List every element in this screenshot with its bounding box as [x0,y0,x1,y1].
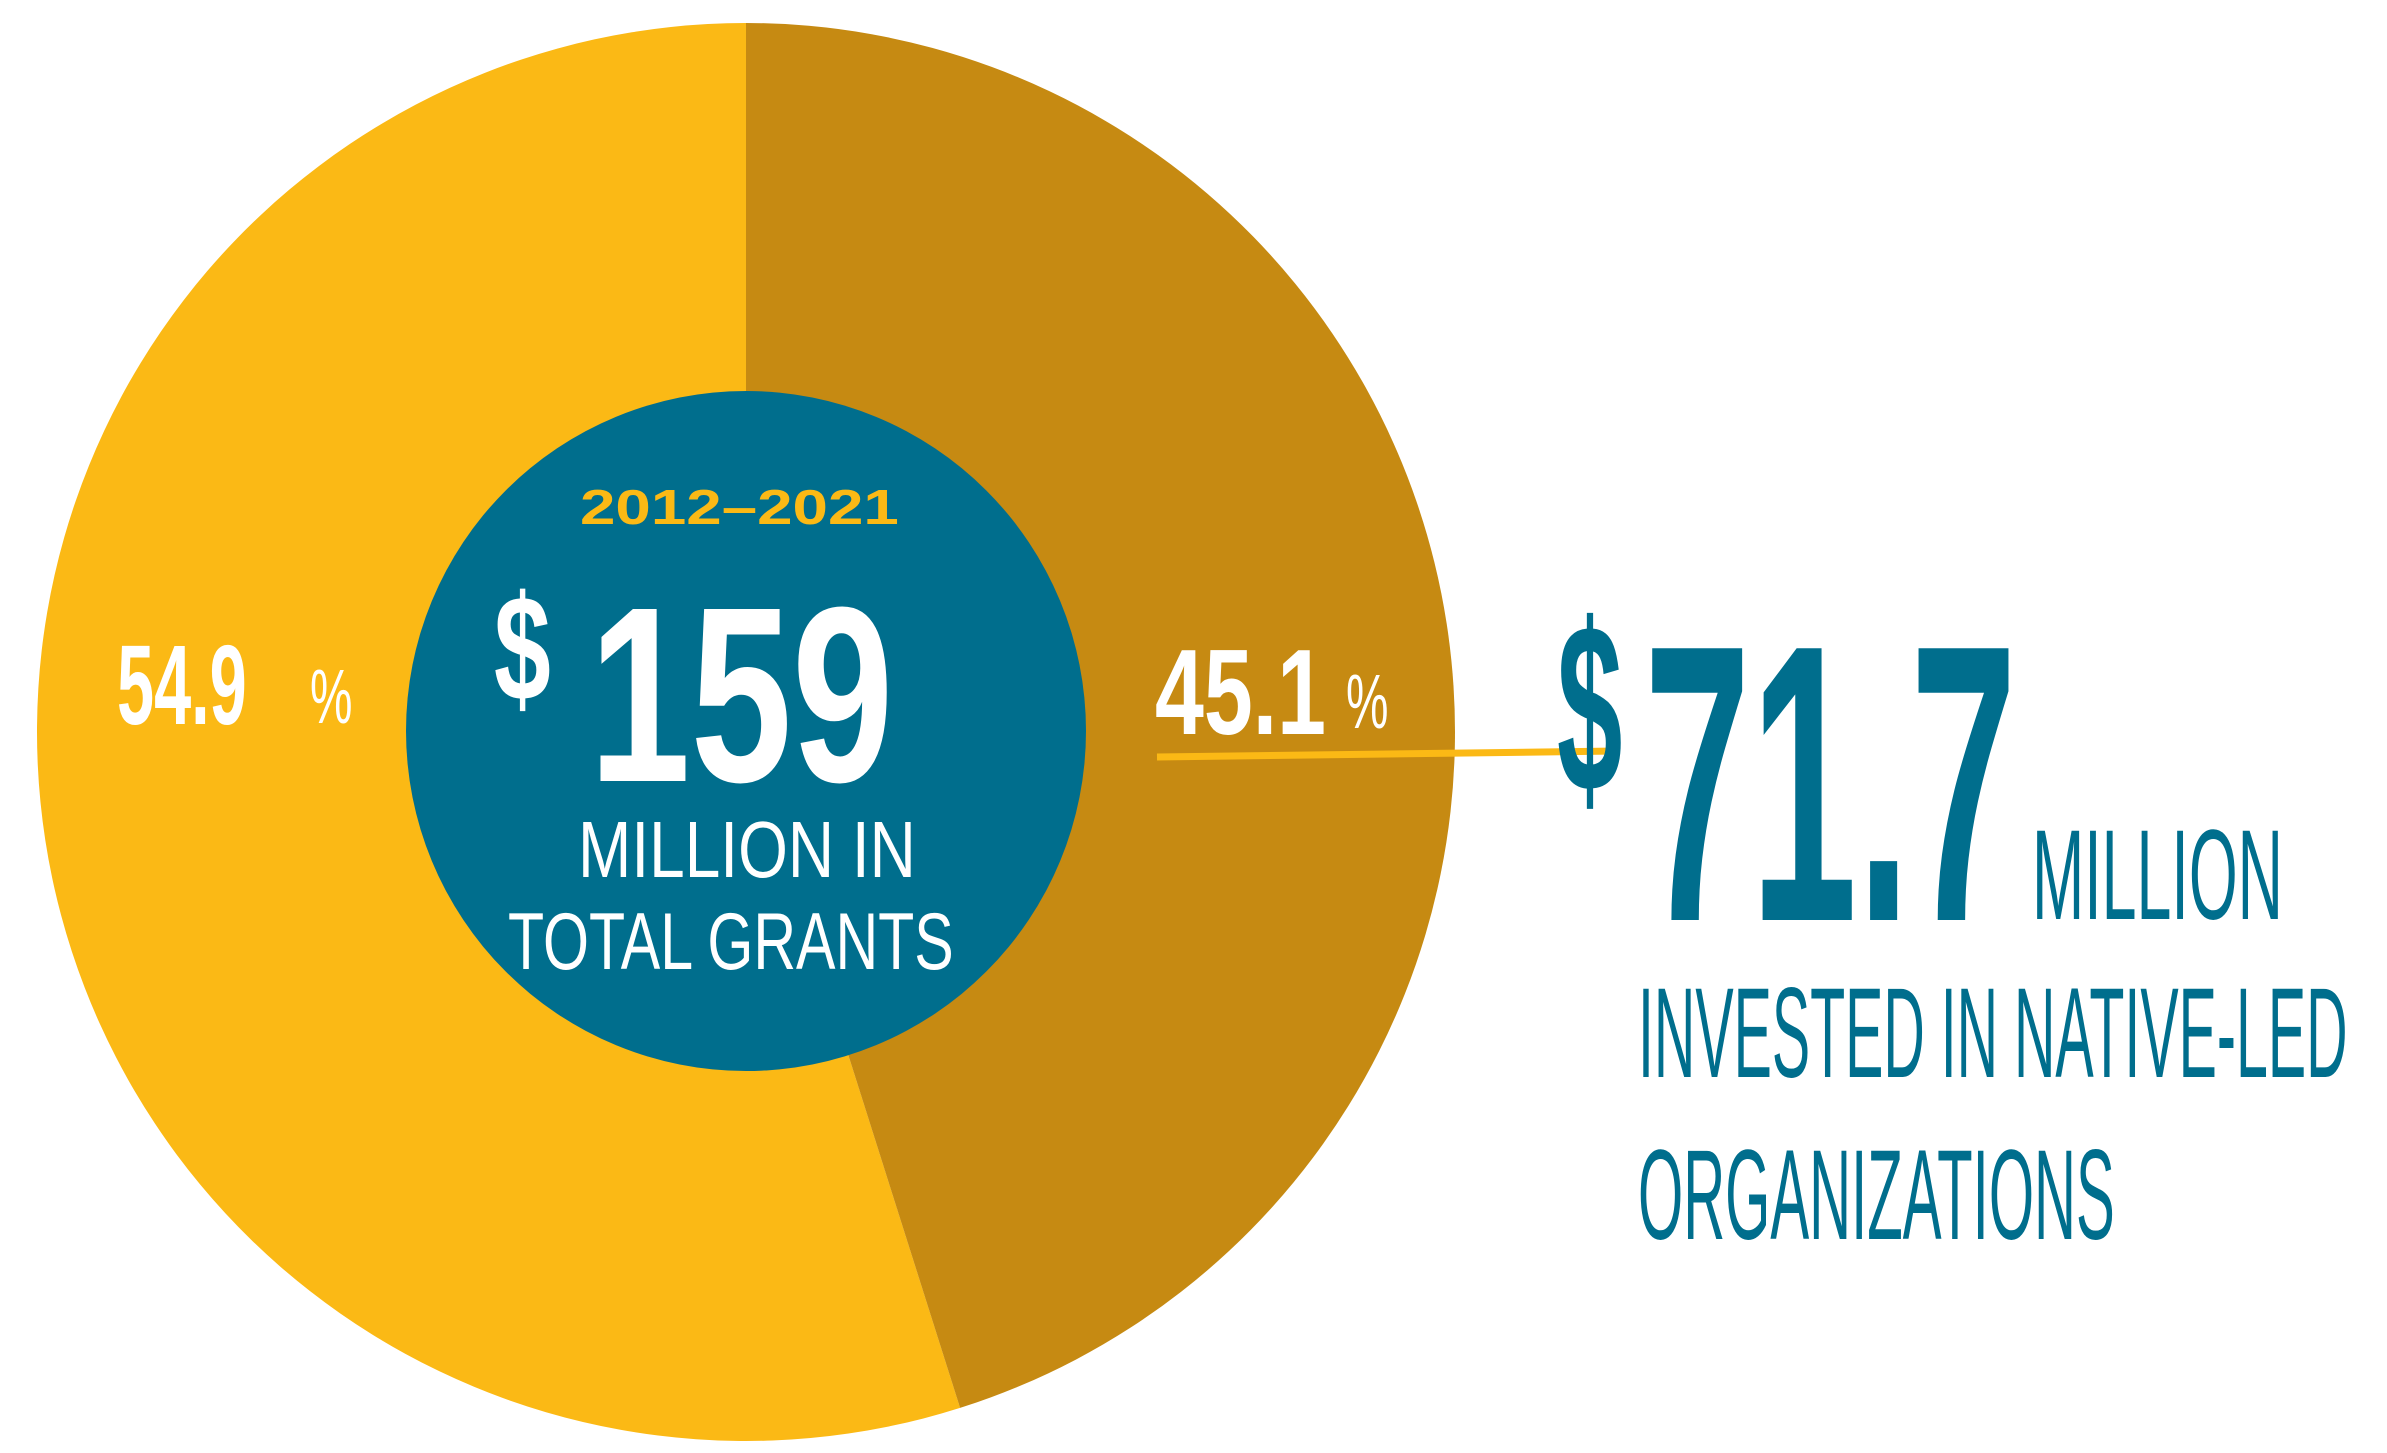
callout-line2: ORGANIZATIONS [1638,1124,2115,1267]
slice-native-led [746,23,1455,1408]
slice-label-other-pct: % [310,654,353,740]
slice-label-native-pct: % [1346,659,1389,745]
total-label-line1: MILLION IN [578,805,916,894]
callout-leader-line [1156,747,1618,761]
total-amount: 159 [589,555,894,834]
total-dollar-sign: $ [494,564,551,732]
slice-label-native-value: 45.1 [1155,624,1326,760]
slice-label-other-value: 54.9 [117,622,247,748]
callout-amount: 71.7 [1644,562,2017,1004]
total-label-line2: TOTAL GRANTS [508,897,954,987]
callout-line1: INVESTED IN NATIVE-LED [1638,962,2348,1105]
center-hole [406,391,1086,1071]
period-label: 2012–2021 [580,481,899,535]
callout-unit: MILLION [2032,804,2283,947]
callout-dollar-sign: $ [1557,574,1623,842]
